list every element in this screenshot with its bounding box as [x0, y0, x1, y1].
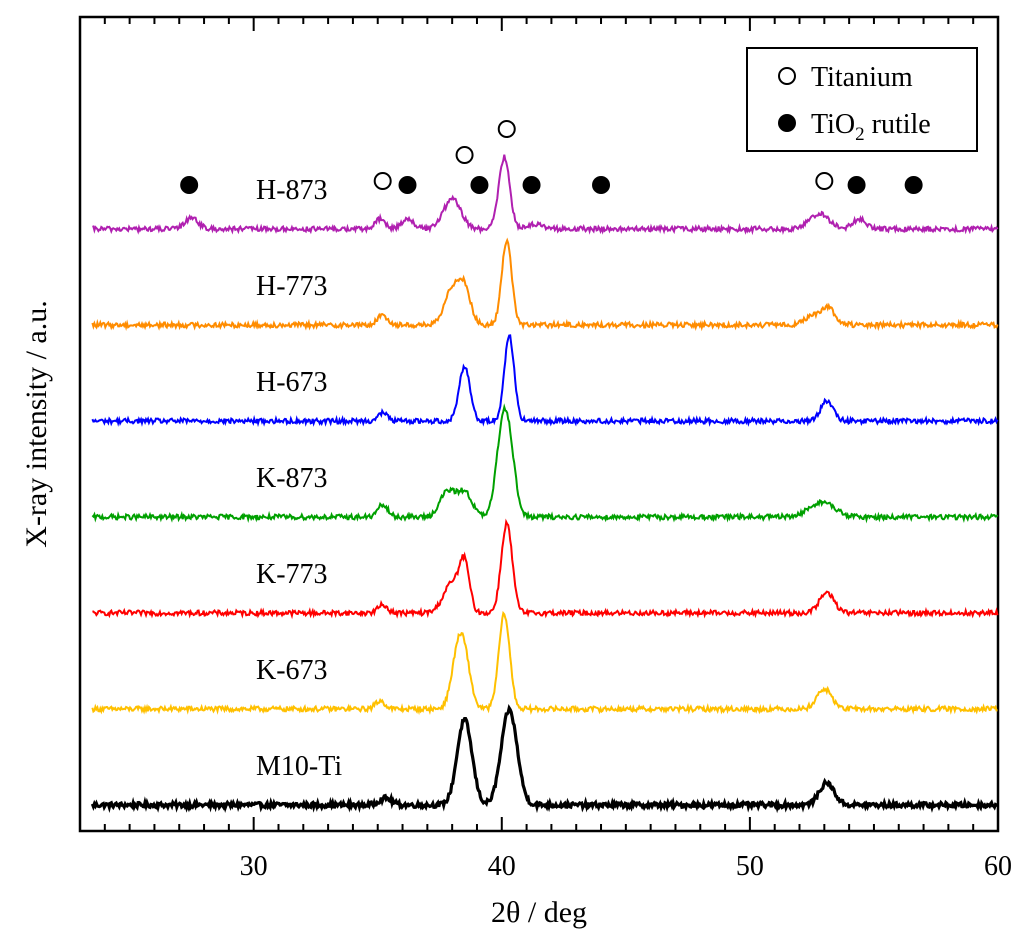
series-line-h-873	[92, 154, 999, 236]
series-label-k-773: K-773	[256, 559, 328, 590]
x-tick-label-30: 30	[240, 851, 268, 882]
titanium-marker-3	[497, 120, 516, 138]
rutile-marker-3	[470, 176, 489, 194]
rutile-marker-4	[522, 176, 541, 194]
rutile-marker-1	[180, 176, 199, 194]
series-label-m10-ti: M10-Ti	[256, 751, 342, 782]
rutile-marker-7	[904, 176, 923, 194]
rutile-marker-6	[847, 176, 866, 194]
legend-box	[746, 47, 978, 152]
series-line-m10-ti	[90, 703, 999, 814]
titanium-legend-icon	[778, 67, 796, 85]
legend-rutile-formula: TiO	[811, 109, 855, 140]
x-tick-label-50: 50	[736, 851, 764, 882]
x-tick-label-60: 60	[984, 851, 1012, 882]
rutile-legend-icon	[778, 114, 796, 132]
series-line-k-873	[91, 403, 999, 524]
series-label-h-773: H-773	[256, 271, 328, 302]
x-axis-label: 2θ / deg	[491, 896, 587, 929]
series-label-k-873: K-873	[256, 463, 328, 494]
plot-frame	[78, 15, 1000, 833]
legend-rutile-subscript: 2	[855, 124, 865, 145]
legend-rutile-suffix: rutile	[865, 109, 931, 140]
legend-rutile-label: TiO2 rutile	[811, 109, 931, 145]
titanium-marker-4	[815, 172, 834, 190]
rutile-marker-2	[398, 176, 417, 194]
x-axis-ticks: 30 40 50 60	[79, 17, 1012, 882]
series-label-h-873: H-873	[256, 175, 328, 206]
series-line-k-773	[92, 518, 999, 620]
series-line-k-673	[91, 610, 998, 716]
series-label-k-673: K-673	[256, 655, 328, 686]
phase-markers	[180, 120, 923, 194]
series-labels: M10-Ti K-673 K-773 K-873 H-673 H-773 H-873	[256, 175, 342, 782]
titanium-marker-2	[455, 146, 474, 164]
x-tick-label-40: 40	[488, 851, 516, 882]
series-layer	[90, 154, 999, 814]
series-line-h-673	[91, 334, 999, 428]
series-line-h-773	[91, 237, 999, 332]
series-label-h-673: H-673	[256, 367, 328, 398]
legend-titanium-label: Titanium	[811, 62, 913, 93]
rutile-marker-5	[592, 176, 611, 194]
y-axis-label: X-ray intensity / a.u.	[20, 300, 53, 547]
titanium-marker-1	[373, 172, 392, 190]
legend: Titanium TiO2 rutile	[746, 47, 978, 152]
